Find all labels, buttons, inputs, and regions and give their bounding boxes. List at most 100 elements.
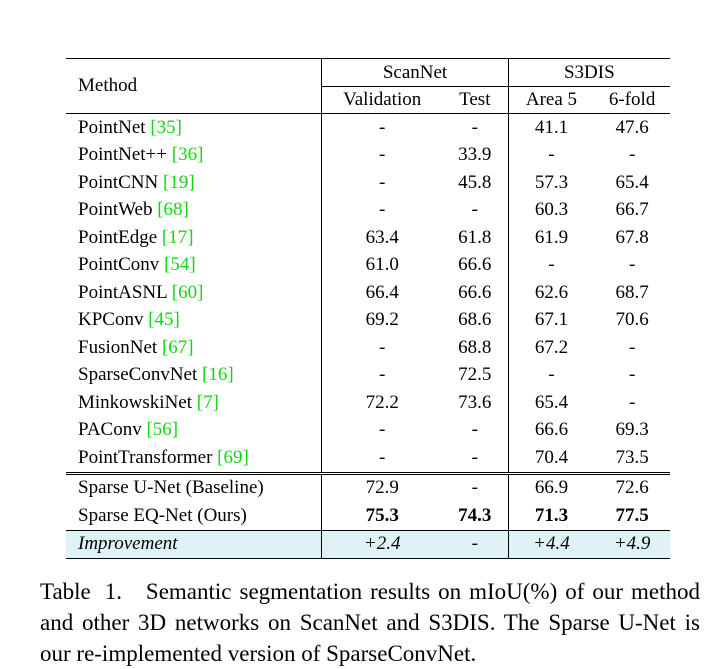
- row-validation: -: [379, 144, 386, 166]
- row-area5: 65.4: [534, 391, 569, 413]
- row-test: 45.8: [441, 169, 509, 197]
- row-6fold: -: [628, 336, 636, 358]
- baseline-method: Sparse U-Net (Baseline): [66, 471, 323, 502]
- header-test: Test: [441, 86, 509, 114]
- baseline-test: -: [441, 471, 509, 502]
- caption-label: Table 1.: [40, 579, 122, 604]
- row-test: 61.8: [441, 224, 509, 252]
- row-method: KPConv [45]: [66, 306, 323, 334]
- citation-link[interactable]: [17]: [161, 226, 194, 248]
- improvement-method: Improvement: [66, 529, 323, 559]
- row-validation: 66.4: [365, 281, 399, 303]
- row-validation: 72.2: [365, 391, 399, 413]
- row-6fold: 70.6: [615, 309, 649, 331]
- table-row: PointWeb [68] - - 60.3 66.7: [66, 196, 670, 224]
- row-test: -: [441, 113, 509, 142]
- row-method: PointConv [54]: [66, 251, 323, 279]
- method-name: PointNet: [78, 116, 146, 138]
- row-6fold: 65.4: [615, 171, 649, 193]
- row-method: PointASNL [60]: [66, 279, 323, 307]
- row-area5: -: [548, 364, 555, 386]
- citation-link[interactable]: [68]: [157, 199, 189, 221]
- row-test: -: [441, 196, 509, 224]
- header-validation: Validation: [321, 86, 442, 114]
- row-6fold: 66.7: [615, 199, 649, 221]
- row-area5: 67.2: [534, 336, 569, 358]
- row-6fold: -: [628, 391, 636, 413]
- results-table: Method ScanNet S3DIS Validation Test Are…: [66, 58, 670, 559]
- row-test: 72.5: [441, 361, 509, 389]
- ours-test: 74.3: [441, 502, 509, 530]
- row-method: PointEdge [17]: [66, 224, 323, 252]
- method-name: PointEdge: [78, 226, 158, 248]
- method-name: PointASNL: [78, 281, 168, 303]
- caption-text: Semantic segmentation results on mIoU(%)…: [40, 579, 700, 666]
- citation-link[interactable]: [16]: [202, 364, 234, 386]
- citation-link[interactable]: [60]: [171, 281, 204, 303]
- row-method: PAConv [56]: [66, 416, 323, 444]
- row-test: 66.6: [441, 279, 509, 307]
- citation-link[interactable]: [36]: [171, 144, 204, 166]
- row-validation: 69.2: [365, 309, 399, 331]
- method-name: PointCNN: [78, 171, 159, 193]
- table-row: KPConv [45] 69.2 68.6 67.1 70.6: [66, 306, 670, 334]
- row-test: -: [441, 444, 509, 473]
- row-area5: 70.4: [534, 446, 569, 468]
- ours-val: 75.3: [365, 504, 399, 526]
- citation-link[interactable]: [19]: [163, 171, 195, 193]
- citation-link[interactable]: [56]: [146, 419, 179, 441]
- row-6fold: 68.7: [615, 281, 649, 303]
- row-area5: 57.3: [534, 171, 569, 193]
- row-6fold: 47.6: [594, 113, 670, 142]
- table-row: MinkowskiNet [7] 72.2 73.6 65.4 -: [66, 389, 670, 417]
- citation-link[interactable]: [67]: [161, 336, 194, 358]
- table-row: SparseConvNet [16] - 72.5 - -: [66, 361, 670, 389]
- improvement-area5: +4.4: [508, 529, 595, 559]
- citation-link[interactable]: [45]: [148, 309, 180, 331]
- row-method: FusionNet [67]: [66, 334, 323, 362]
- row-6fold: 67.8: [615, 226, 649, 248]
- row-method: PointNet++ [36]: [66, 141, 323, 169]
- row-method: PointCNN [19]: [66, 169, 323, 197]
- row-6fold: 69.3: [615, 419, 649, 441]
- row-area5: -: [548, 254, 555, 276]
- method-name: SparseConvNet: [78, 364, 198, 386]
- row-area5: 66.6: [534, 419, 569, 441]
- header-area5: Area 5: [508, 86, 595, 114]
- citation-link[interactable]: [54]: [164, 254, 196, 276]
- row-validation: -: [379, 199, 386, 221]
- row-validation: -: [321, 113, 442, 142]
- baseline-6fold: 72.6: [594, 471, 670, 502]
- ours-method: Sparse EQ-Net (Ours): [66, 502, 323, 530]
- row-method: PointWeb [68]: [66, 196, 323, 224]
- table-row: PointTransformer [69] - - 70.4 73.5: [66, 444, 670, 473]
- row-test: 68.8: [441, 334, 509, 362]
- row-method: PointNet [35]: [66, 113, 323, 142]
- row-test: 68.6: [441, 306, 509, 334]
- row-validation: -: [379, 446, 386, 468]
- method-name: FusionNet: [78, 336, 158, 358]
- row-test: -: [441, 416, 509, 444]
- row-test: 33.9: [441, 141, 509, 169]
- table-row: PointNet++ [36] - 33.9 - -: [66, 141, 670, 169]
- method-name: MinkowskiNet: [78, 391, 192, 413]
- citation-link[interactable]: [7]: [196, 391, 219, 413]
- citation-link[interactable]: [35]: [150, 116, 182, 138]
- row-area5: 67.1: [534, 309, 569, 331]
- row-validation: -: [379, 171, 386, 193]
- row-method: MinkowskiNet [7]: [66, 389, 323, 417]
- row-6fold: 73.5: [615, 446, 649, 468]
- table-row: PointCNN [19] - 45.8 57.3 65.4: [66, 169, 670, 197]
- method-name: PointWeb: [78, 199, 153, 221]
- row-6fold: -: [628, 144, 636, 166]
- method-name: PointTransformer: [78, 446, 213, 468]
- header-method: Method: [66, 58, 323, 114]
- row-6fold: -: [628, 364, 636, 386]
- header-6fold: 6-fold: [594, 86, 670, 114]
- citation-link[interactable]: [69]: [217, 446, 249, 468]
- table-row: PointConv [54] 61.0 66.6 - -: [66, 251, 670, 279]
- method-name: PointConv: [78, 254, 160, 276]
- method-name: KPConv: [78, 309, 144, 331]
- row-area5: 60.3: [534, 199, 569, 221]
- row-area5: -: [548, 144, 555, 166]
